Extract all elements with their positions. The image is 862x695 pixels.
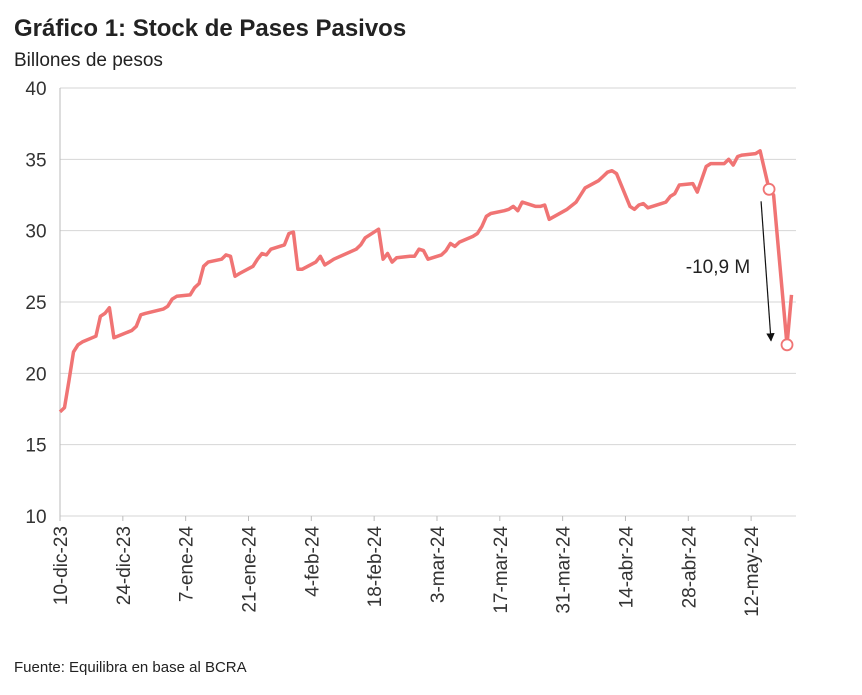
x-tick-label: 12-may-24	[742, 526, 763, 617]
chart-subtitle: Billones de pesos	[14, 50, 163, 71]
annotation-label: -10,9 M	[686, 257, 750, 278]
y-tick-label: 10	[25, 507, 46, 528]
x-tick-label: 31-mar-24	[554, 526, 575, 614]
x-tick-label: 24-dic-23	[114, 526, 135, 605]
y-tick-label: 40	[25, 79, 46, 100]
annotation-arrow	[760, 201, 775, 342]
y-tick-label: 35	[25, 150, 46, 171]
x-tick-label: 21-ene-24	[239, 526, 260, 613]
x-tick-label: 18-feb-24	[365, 526, 386, 608]
y-tick-label: 20	[25, 364, 46, 385]
x-tick-label: 17-mar-24	[491, 526, 512, 614]
y-tick-label: 15	[25, 436, 46, 457]
x-tick-label: 7-ene-24	[177, 526, 198, 602]
x-tick-label: 10-dic-23	[51, 526, 72, 605]
x-tick-label: 28-abr-24	[679, 526, 700, 609]
data-line	[58, 149, 794, 414]
source-note: Fuente: Equilibra en base al BCRA	[14, 659, 247, 676]
y-tick-label: 25	[25, 293, 46, 314]
x-tick-label: 4-feb-24	[302, 526, 323, 597]
x-tick-label: 3-mar-24	[428, 526, 449, 604]
chart-title: Gráfico 1: Stock de Pases Pasivos	[14, 15, 406, 42]
x-tick-label: 14-abr-24	[616, 526, 637, 609]
highlight-point	[780, 338, 794, 352]
y-tick-label: 30	[25, 222, 46, 243]
highlight-point	[762, 182, 776, 196]
